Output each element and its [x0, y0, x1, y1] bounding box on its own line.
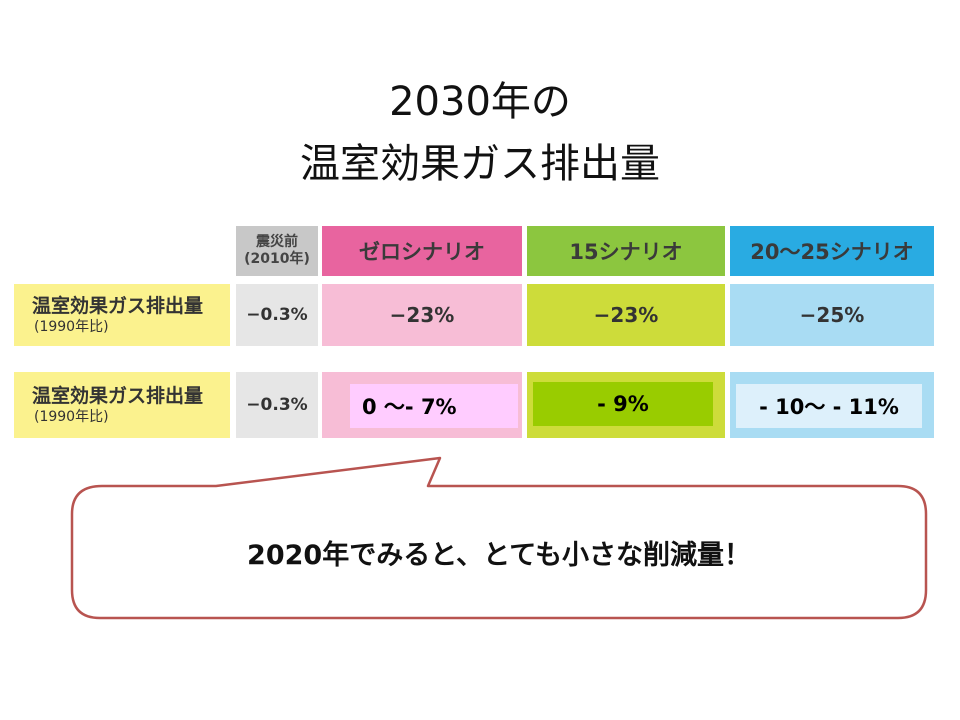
header-pre-quake-line2: (2010年) [244, 251, 310, 267]
row1-pre-quake-value: −0.3% [236, 284, 318, 346]
row1-20-25-value: −25% [730, 284, 934, 346]
row1-label: 温室効果ガス排出量 (1990年比) [14, 284, 230, 346]
header-15-scenario: 15シナリオ [527, 226, 725, 276]
row2-label-sub: (1990年比) [34, 409, 109, 425]
row1-15-value: −23% [527, 284, 725, 346]
row2-label-main: 温室効果ガス排出量 [32, 385, 204, 407]
header-20-25-scenario: 20～25シナリオ [730, 226, 934, 276]
slide-title-line2: 温室効果ガス排出量 [300, 141, 660, 187]
header-pre-quake: 震災前 (2010年) [236, 226, 318, 276]
row2-15-value: - 9% [533, 382, 713, 426]
row2-zero-value: 0 ～- 7% [350, 384, 518, 428]
callout-text: 2020年でみると、とても小さな削減量！ [247, 539, 751, 571]
header-zero-scenario: ゼロシナリオ [322, 226, 522, 276]
row1-zero-value: −23% [322, 284, 522, 346]
callout-bubble-shape [70, 456, 928, 620]
row1-label-sub: (1990年比) [34, 319, 109, 335]
row1-label-main: 温室効果ガス排出量 [32, 295, 204, 317]
row2-20-25-value: - 10～ - 11% [736, 384, 922, 428]
slide-title-line1: 2030年の [389, 79, 571, 125]
header-pre-quake-line1: 震災前 [256, 234, 298, 250]
row2-pre-quake-value: −0.3% [236, 372, 318, 438]
row2-label: 温室効果ガス排出量 (1990年比) [14, 372, 230, 438]
